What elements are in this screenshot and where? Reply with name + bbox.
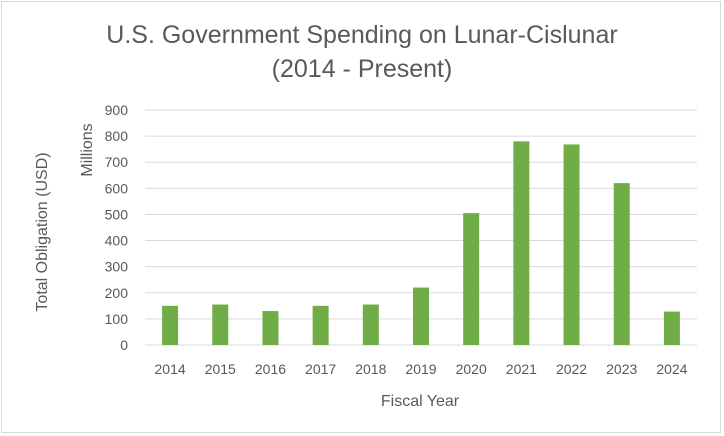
y-tick-label: 100 — [105, 311, 129, 327]
bar-2022 — [564, 144, 580, 345]
y-tick-label: 300 — [105, 259, 129, 275]
y-tick-labels: 0 100 200 300 400 500 600 700 800 900 — [105, 102, 129, 353]
bar-2019 — [413, 288, 429, 345]
y-tick-label: 0 — [120, 337, 128, 353]
bar-2016 — [262, 311, 278, 345]
x-tick-label: 2019 — [405, 361, 436, 377]
bar-2020 — [463, 213, 479, 345]
y-tick-label: 900 — [105, 102, 129, 118]
y-tick-label: 700 — [105, 154, 129, 170]
bar-2021 — [513, 141, 529, 345]
y-units-label: Millions — [79, 123, 96, 176]
bar-2017 — [313, 306, 329, 345]
x-tick-label: 2021 — [506, 361, 537, 377]
bar-2023 — [614, 183, 630, 345]
y-tick-label: 200 — [105, 285, 129, 301]
y-tick-label: 600 — [105, 180, 129, 196]
y-axis-label: Total Obligation (USD) — [34, 152, 51, 311]
bars — [162, 141, 680, 345]
y-tick-label: 800 — [105, 128, 129, 144]
y-tick-label: 500 — [105, 206, 129, 222]
x-tick-label: 2018 — [355, 361, 386, 377]
x-tick-label: 2017 — [305, 361, 336, 377]
x-tick-label: 2020 — [456, 361, 487, 377]
x-axis-label: Fiscal Year — [381, 393, 460, 410]
y-tick-label: 400 — [105, 233, 129, 249]
bar-chart: 0100200300400500600700800900 2014 2015 201… — [0, 0, 724, 436]
x-tick-label: 2016 — [255, 361, 286, 377]
bar-2015 — [212, 305, 228, 345]
bar-2014 — [162, 306, 178, 345]
x-tick-label: 2022 — [556, 361, 587, 377]
bar-2024 — [664, 312, 680, 345]
bar-2018 — [363, 305, 379, 345]
x-tick-label: 2023 — [606, 361, 637, 377]
x-tick-label: 2014 — [155, 361, 186, 377]
x-tick-labels: 2014 2015 2016 2017 2018 2019 2020 2021 2022 2023… — [155, 361, 688, 377]
x-tick-label: 2024 — [656, 361, 687, 377]
x-tick-label: 2015 — [205, 361, 236, 377]
